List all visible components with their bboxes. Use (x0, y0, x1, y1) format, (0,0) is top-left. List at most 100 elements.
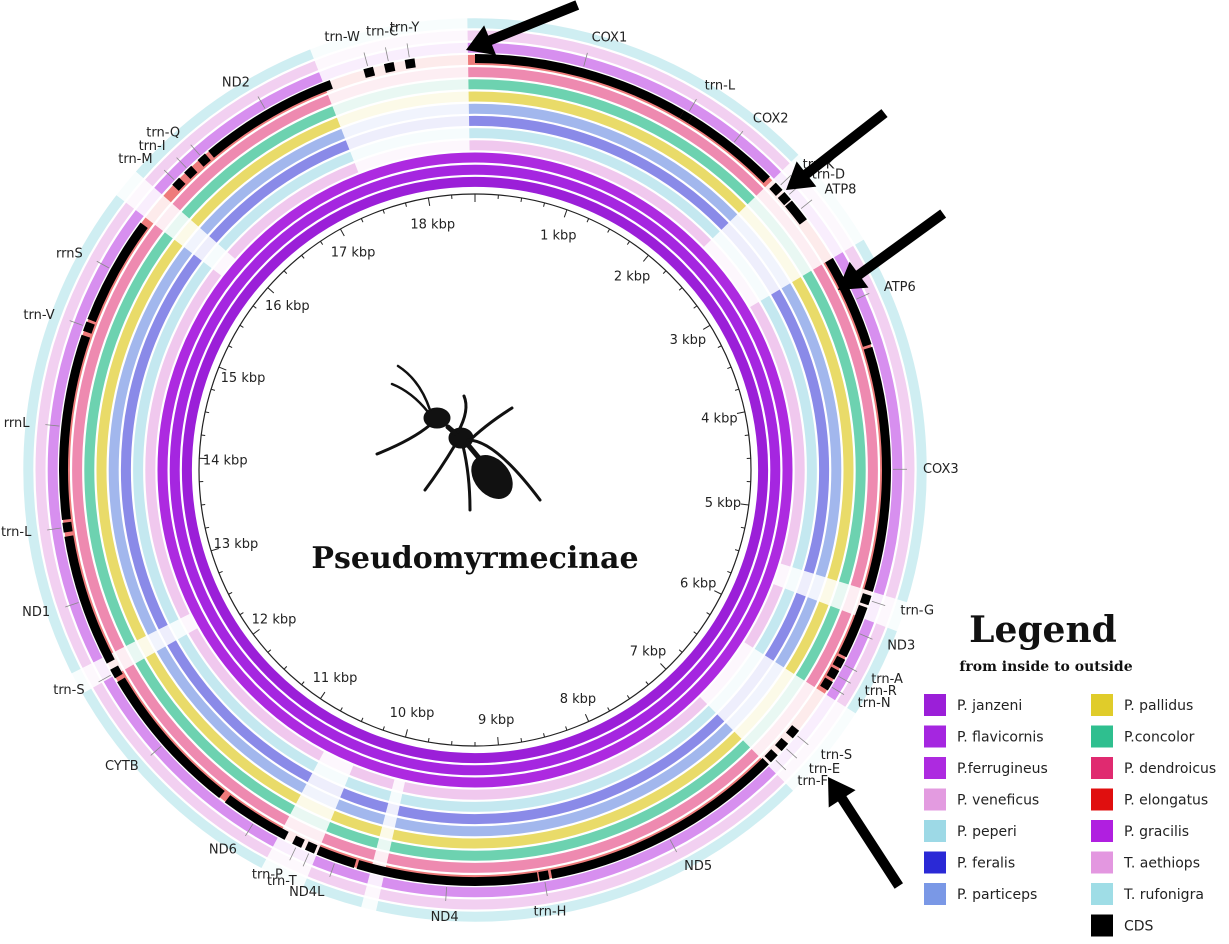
gene-label: trn-E (809, 762, 840, 777)
species-ring (169, 164, 781, 776)
legend-label: P. feralis (957, 856, 1015, 872)
scale-tick (205, 526, 210, 529)
species-ring (145, 140, 805, 800)
alignment-gap (703, 152, 867, 308)
gene-label: trn-T (267, 874, 297, 889)
gene-labels: COX1trn-LCOX2trn-Ktrn-DATP8ATP6COX3trn-G… (1, 21, 959, 925)
gene-block (825, 257, 872, 347)
gene-label: ATP8 (825, 183, 857, 198)
species-ring (120, 115, 830, 825)
gene-label: rrnS (56, 247, 83, 262)
gene-block (292, 835, 305, 848)
gene-leader-line (302, 853, 310, 867)
gene-block (316, 846, 357, 868)
gene-label: trn-W (324, 30, 360, 45)
scale-tick (228, 345, 233, 348)
gene-leader-line (69, 320, 83, 326)
legend-label: P. particeps (957, 887, 1037, 903)
kbp-tick-label: 9 kbp (478, 713, 514, 728)
kbp-tick-label: 11 kbp (313, 671, 358, 686)
gene-label: ND5 (684, 859, 712, 874)
alignment-gaps (68, 15, 910, 914)
scale-tick (626, 695, 630, 699)
gene-label: trn-L (705, 78, 736, 93)
arrow-icons (466, 0, 947, 889)
scale-tick (404, 202, 407, 207)
legend-swatch (1091, 694, 1113, 716)
gene-leader-line (329, 863, 335, 877)
species-ring (35, 30, 915, 910)
legend-label: T. rufonigra (1123, 887, 1204, 903)
scale-tick (239, 612, 244, 616)
gene-block (110, 665, 123, 679)
gene-leader-line (797, 735, 809, 746)
gene-block (59, 334, 91, 521)
gene-leader-line (688, 98, 697, 112)
scale-tick (734, 549, 740, 552)
gene-block (777, 191, 791, 206)
gene-leader-line (289, 847, 297, 861)
gene-leader-line (163, 169, 175, 181)
scale-tick (252, 628, 260, 635)
species-ring (72, 67, 878, 873)
legend-swatch (1091, 883, 1113, 905)
scale-tick (565, 726, 568, 731)
gene-label: ATP6 (884, 280, 916, 295)
scale-tick (706, 612, 711, 616)
gene-leader-line (385, 47, 389, 62)
scale-tick (543, 202, 546, 207)
gene-block (826, 666, 840, 680)
legend-label: P. janzeni (957, 698, 1022, 714)
gene-leader-line (96, 260, 110, 269)
gene-leader-line (257, 96, 266, 109)
gene-block (224, 795, 289, 840)
kbp-tick-label: 1 kbp (540, 228, 576, 243)
legend-label: T. aethiops (1123, 856, 1200, 872)
gene-label: trn-F (797, 774, 828, 789)
legend-items: P. janzeni P. flavicornis P.ferrugineus P. … (924, 694, 1216, 937)
gene-leader-line (150, 745, 162, 756)
alignment-gap (772, 563, 910, 633)
legend-swatch (1091, 788, 1113, 811)
kbp-tick-label: 13 kbp (214, 537, 259, 552)
legend-label: P. pallidus (1124, 698, 1193, 714)
gene-label: COX3 (923, 462, 959, 477)
gene-block (820, 677, 833, 691)
scale-tick (239, 324, 244, 328)
gene-leader-line (831, 687, 845, 695)
scale-tick (736, 411, 745, 415)
gene-label: COX2 (753, 112, 789, 127)
kbp-tick-label: 17 kbp (331, 246, 376, 261)
alignment-gap (360, 778, 406, 914)
scale-tick (520, 197, 523, 202)
alignment-gap (113, 169, 236, 277)
scale-tick (584, 714, 590, 722)
gene-block (208, 80, 333, 158)
legend-swatch (924, 694, 946, 716)
scale-tick (662, 270, 667, 274)
gene-block (172, 177, 186, 191)
kbp-tick-label: 5 kbp (705, 496, 741, 511)
legend-swatch (1091, 914, 1113, 937)
kbp-tick-label: 4 kbp (701, 411, 737, 426)
scale-tick (520, 738, 523, 743)
alignment-gap (68, 613, 199, 696)
alignment-gap (309, 15, 470, 174)
scale-tick (702, 324, 711, 330)
scale-tick (218, 366, 227, 371)
gene-label: trn-N (858, 696, 891, 711)
gene-leader-line (245, 823, 254, 837)
scale-tick (678, 287, 683, 291)
gene-block (838, 604, 868, 658)
scale-tick (339, 707, 343, 712)
scale-tick (727, 570, 732, 574)
gene-block (785, 200, 807, 225)
scale-tick (660, 663, 667, 670)
gene-label: trn-R (865, 684, 897, 699)
legend-swatch (924, 725, 946, 748)
scale-tick (744, 434, 749, 436)
scale-tick (563, 209, 568, 218)
gene-block (859, 593, 872, 606)
scale-tick (201, 504, 206, 506)
